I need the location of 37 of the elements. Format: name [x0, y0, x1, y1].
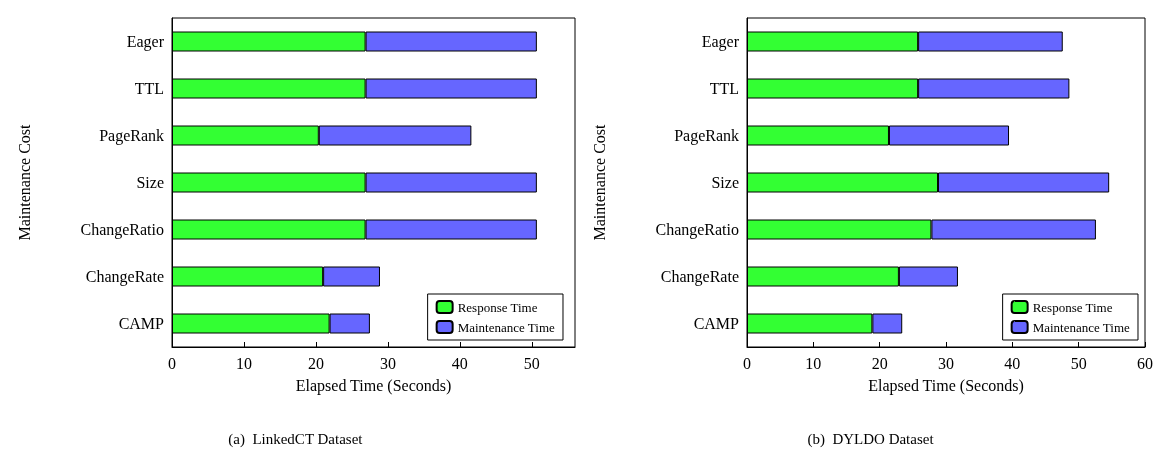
y-axis-title: Maintenance Cost	[15, 123, 33, 241]
text: (b) DYLDO Dataset	[807, 430, 935, 448]
x-tick-label: 20	[307, 354, 324, 372]
x-tick-label: 30	[938, 354, 954, 372]
y-tick-label: CAMP	[118, 315, 165, 332]
y-tick-label: Size	[711, 174, 739, 191]
x-axis-title: Elapsed Time (Seconds)	[295, 376, 452, 395]
x-axis-title: Elapsed Time (Seconds)	[868, 376, 1024, 395]
y-tick-label: ChangeRate	[660, 268, 739, 286]
y-tick-label: TTL	[709, 80, 739, 97]
x-tick-label: 10	[805, 354, 822, 372]
y-tick-label: PageRank	[99, 127, 164, 145]
y-tick-label: Size	[136, 174, 164, 191]
y-tick-label: ChangeRatio	[80, 221, 164, 239]
y-tick-label: Eager	[701, 33, 740, 51]
legend-label: Response Time	[457, 299, 538, 315]
x-tick-label: 50	[523, 354, 540, 372]
x-tick-label: 0	[168, 354, 176, 372]
legend-label: Response Time	[1032, 299, 1113, 315]
y-tick-label: CAMP	[693, 315, 740, 332]
x-tick-label: 10	[235, 354, 252, 372]
x-tick-label: 20	[871, 354, 888, 372]
text: (a) LinkedCT Dataset	[228, 430, 364, 448]
x-tick-label: 0	[743, 354, 751, 372]
legend-label: Maintenance Time	[457, 319, 555, 335]
x-tick-label: 30	[379, 354, 396, 372]
x-tick-label: 50	[1070, 354, 1087, 372]
y-tick-label: ChangeRatio	[655, 221, 739, 239]
x-tick-label: 40	[1004, 354, 1021, 372]
y-axis-title: Maintenance Cost	[590, 123, 608, 241]
legend-label: Maintenance Time	[1032, 319, 1130, 335]
y-tick-label: PageRank	[674, 127, 739, 145]
x-tick-label: 40	[451, 354, 468, 372]
y-tick-label: Eager	[126, 33, 165, 51]
x-tick-label: 60	[1137, 354, 1153, 372]
y-tick-label: ChangeRate	[85, 268, 164, 286]
y-tick-label: TTL	[134, 80, 164, 97]
